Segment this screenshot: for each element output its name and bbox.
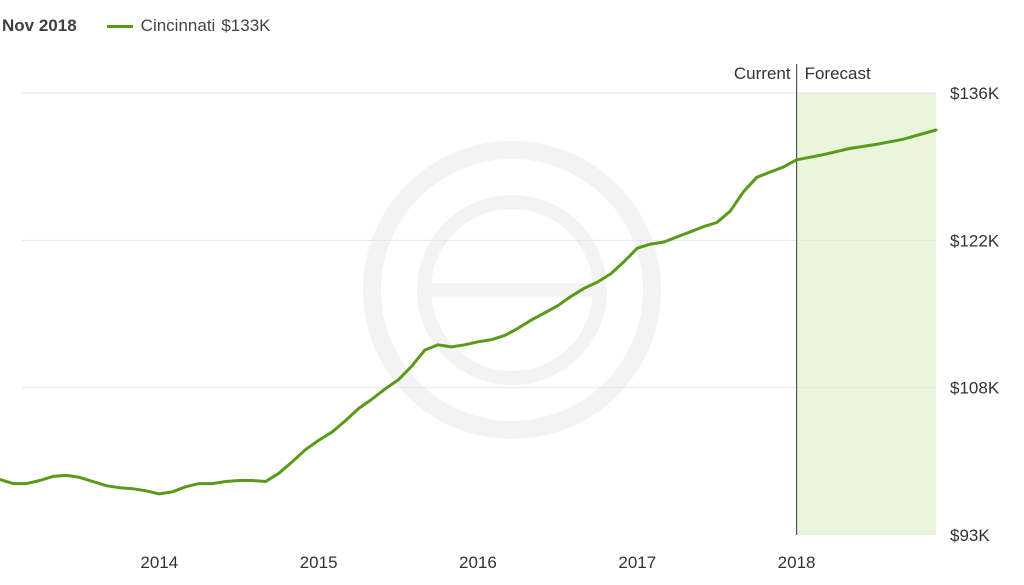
data-point (716, 221, 718, 224)
data-point (570, 295, 572, 298)
data-point (357, 407, 360, 410)
data-point (729, 210, 731, 213)
forecast-label: Forecast (805, 64, 871, 83)
data-point (702, 225, 705, 228)
x-tick-label: 2016 (459, 553, 497, 572)
data-point (424, 349, 426, 351)
data-point (503, 334, 506, 337)
data-point (463, 344, 466, 346)
data-point (317, 439, 320, 442)
y-tick-label: $136K (950, 84, 1000, 103)
x-tick-label: 2014 (140, 553, 178, 572)
x-tick-label: 2017 (618, 553, 656, 572)
data-point (264, 480, 267, 483)
data-point (304, 448, 307, 451)
data-point (384, 388, 386, 390)
data-point (224, 480, 227, 483)
data-point (596, 281, 599, 283)
y-tick-label: $108K (950, 379, 1000, 398)
data-point (52, 475, 54, 478)
data-point (676, 236, 678, 238)
watermark-ring (363, 141, 661, 439)
series-layer (0, 128, 938, 496)
data-point (902, 138, 904, 141)
legend: Nov 2018 Cincinnati $133K (2, 14, 271, 38)
data-point (25, 482, 28, 485)
data-point (185, 485, 187, 488)
data-point (131, 487, 134, 490)
data-point (238, 479, 240, 482)
y-tick-label: $122K (950, 231, 1000, 250)
data-point (769, 171, 771, 173)
data-point (12, 482, 15, 485)
data-point (649, 243, 652, 245)
data-point (437, 344, 439, 346)
data-point (344, 420, 347, 422)
data-point (65, 474, 68, 477)
data-point (410, 365, 413, 368)
y-axis-ticks: $93K $108K $122K $136K (950, 84, 1000, 545)
data-point (158, 493, 161, 495)
data-point (171, 491, 174, 493)
data-point (782, 166, 785, 168)
data-point (583, 287, 586, 290)
data-point (78, 476, 81, 479)
legend-series-name: Cincinnati (140, 16, 216, 35)
watermark-logo (363, 141, 661, 439)
x-axis-ticks: 2014 2015 2016 2017 2018 (140, 553, 815, 572)
y-tick-label: $93K (950, 526, 990, 545)
data-point (118, 486, 121, 489)
data-point (450, 346, 453, 348)
data-point (935, 129, 937, 131)
data-point (198, 482, 200, 485)
current-label: Current (734, 64, 791, 83)
data-point (755, 176, 758, 179)
data-point (251, 479, 254, 482)
data-point (291, 461, 293, 463)
data-point (397, 378, 400, 381)
data-point (636, 247, 639, 250)
data-point (92, 480, 94, 483)
data-point (742, 190, 745, 193)
data-point (490, 338, 492, 341)
data-point (623, 260, 625, 263)
data-point (543, 312, 546, 314)
gridlines (22, 92, 936, 389)
data-point (663, 241, 665, 243)
x-tick-label: 2015 (300, 553, 338, 572)
data-point (609, 273, 612, 275)
series-line (0, 128, 938, 496)
data-point (875, 143, 878, 146)
data-point (145, 490, 147, 492)
data-point (370, 398, 373, 401)
legend-line-swatch (106, 24, 133, 28)
data-point (689, 230, 692, 233)
data-point (105, 484, 108, 487)
data-point (211, 482, 214, 485)
x-tick-label: 2018 (778, 553, 816, 572)
data-point (477, 340, 479, 343)
legend-date: Nov 2018 (2, 16, 77, 35)
data-point (822, 153, 825, 156)
data-point (795, 159, 798, 161)
data-point (39, 479, 41, 482)
legend-series-value: $133K (221, 16, 271, 35)
forecast-region (796, 93, 936, 535)
data-point (0, 478, 1, 481)
data-point (516, 327, 519, 330)
data-point (530, 319, 532, 321)
data-point (556, 304, 559, 307)
data-point (848, 147, 851, 150)
data-point (278, 472, 280, 475)
data-point (331, 431, 333, 434)
